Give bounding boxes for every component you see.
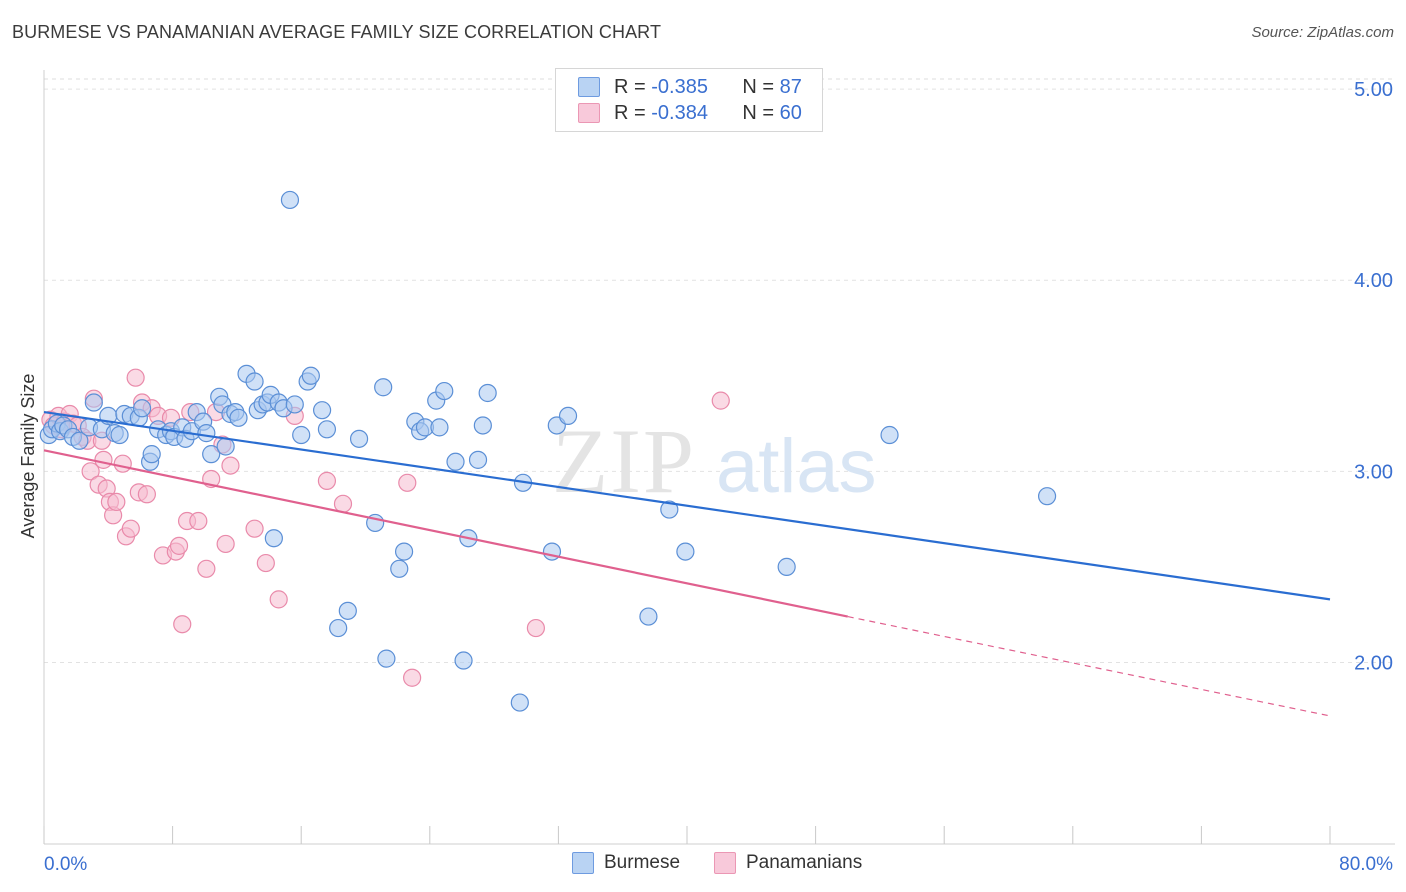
burmese-point bbox=[676, 542, 695, 561]
panamanian-point bbox=[398, 473, 417, 492]
legend-item-burmese: Burmese bbox=[572, 852, 680, 874]
panamanian-point bbox=[333, 494, 353, 513]
burmese-point bbox=[394, 542, 414, 561]
burmese-point bbox=[264, 529, 283, 548]
legend-item-panamanians: Panamanians bbox=[714, 852, 862, 874]
watermark-zip: ZIP bbox=[552, 410, 696, 512]
legend-row-burmese: R = -0.385 N = 87 bbox=[578, 75, 802, 99]
legend-row-panamanians: R = -0.384 N = 60 bbox=[578, 101, 802, 125]
panamanian-trendline bbox=[847, 615, 1331, 717]
burmese-point bbox=[329, 618, 348, 638]
y-tick-label: 2.00 bbox=[1354, 652, 1393, 674]
burmese-point bbox=[468, 450, 488, 469]
burmese-point bbox=[377, 649, 396, 668]
panamanian-point bbox=[137, 485, 156, 504]
burmese-point bbox=[510, 693, 529, 712]
burmese-point bbox=[435, 381, 454, 401]
burmese-point bbox=[202, 445, 221, 464]
burmese-point bbox=[285, 395, 304, 414]
x-tick-label: 0.0% bbox=[44, 854, 87, 875]
y-tick-label: 4.00 bbox=[1354, 270, 1393, 292]
burmese-point bbox=[478, 383, 497, 403]
burmese-swatch bbox=[578, 77, 600, 97]
burmese-point bbox=[229, 408, 248, 427]
panamanian-point bbox=[216, 534, 235, 554]
n-value: 60 bbox=[779, 101, 802, 124]
panamanian-point bbox=[81, 462, 100, 481]
panamanian-point bbox=[169, 536, 189, 555]
burmese-point bbox=[1037, 487, 1057, 506]
burmese-point bbox=[142, 445, 161, 464]
panamanian-point bbox=[173, 615, 192, 634]
panamanian-point bbox=[107, 492, 126, 512]
panamanian-point bbox=[245, 519, 264, 538]
burmese-point bbox=[390, 559, 409, 578]
burmese-point bbox=[216, 437, 235, 456]
panamanian-point bbox=[526, 618, 545, 638]
panamanian-trendline bbox=[43, 449, 848, 618]
panamanian-point bbox=[403, 668, 422, 687]
panamanian-point bbox=[94, 450, 113, 469]
burmese-point bbox=[473, 416, 492, 435]
burmese-point bbox=[317, 420, 337, 439]
burmese-point bbox=[338, 601, 357, 620]
n-label: N = bbox=[742, 75, 775, 98]
burmese-point bbox=[660, 500, 679, 519]
burmese-point bbox=[880, 425, 899, 445]
panamanian-point bbox=[256, 553, 275, 573]
panamanian-point bbox=[269, 590, 288, 609]
r-label: R = bbox=[614, 101, 646, 124]
burmese-point bbox=[639, 607, 658, 626]
panamanian-point bbox=[126, 368, 145, 387]
chart-title: BURMESE VS PANAMANIAN AVERAGE FAMILY SIZ… bbox=[12, 22, 662, 42]
trend-lines bbox=[43, 411, 1331, 717]
burmese-point bbox=[349, 429, 369, 448]
burmese-point bbox=[374, 378, 393, 397]
y-axis-label: Average Family Size bbox=[18, 374, 38, 539]
x-tick-label: 80.0% bbox=[1339, 854, 1393, 875]
n-label: N = bbox=[742, 101, 775, 124]
panamanian-swatch bbox=[578, 103, 600, 123]
r-value: -0.385 bbox=[651, 75, 708, 98]
tick-labels: 2.00 3.00 4.00 5.00 0.0% 80.0% bbox=[44, 79, 1393, 875]
panamanian-point bbox=[221, 456, 240, 475]
burmese-point bbox=[70, 431, 89, 450]
axes bbox=[43, 70, 1395, 845]
r-label: R = bbox=[614, 75, 646, 98]
panamanian-point bbox=[317, 471, 337, 490]
burmese-point bbox=[454, 651, 473, 670]
r-value: -0.384 bbox=[651, 101, 708, 124]
burmese-point bbox=[110, 425, 129, 445]
watermark-atlas: atlas bbox=[716, 424, 877, 509]
burmese-points bbox=[39, 190, 1057, 712]
panamanian-point bbox=[197, 559, 216, 578]
panamanian-point bbox=[113, 454, 132, 473]
panamanian-legend-label: Panamanians bbox=[746, 852, 863, 873]
burmese-point bbox=[132, 399, 152, 418]
y-tick-label: 5.00 bbox=[1354, 79, 1393, 101]
correlation-legend: R = -0.385 N = 87 R = -0.384 N = 60 bbox=[555, 68, 823, 132]
burmese-point bbox=[245, 372, 264, 391]
y-tick-label: 3.00 bbox=[1354, 461, 1393, 483]
burmese-point bbox=[558, 406, 578, 426]
burmese-point bbox=[446, 452, 465, 471]
burmese-trendline bbox=[43, 411, 1331, 601]
source-label: Source: ZipAtlas.com bbox=[1251, 24, 1394, 41]
burmese-legend-swatch bbox=[572, 852, 594, 874]
panamanian-point bbox=[121, 519, 140, 538]
burmese-point bbox=[777, 557, 796, 576]
n-value: 87 bbox=[779, 75, 802, 98]
burmese-point bbox=[312, 401, 332, 420]
burmese-point bbox=[430, 418, 449, 437]
burmese-point bbox=[84, 393, 103, 412]
burmese-legend-label: Burmese bbox=[604, 852, 681, 873]
panamanian-point bbox=[711, 391, 730, 410]
burmese-point bbox=[301, 366, 320, 385]
burmese-point bbox=[197, 424, 216, 443]
burmese-point bbox=[280, 190, 300, 210]
panamanian-legend-swatch bbox=[714, 852, 736, 874]
burmese-point bbox=[292, 425, 311, 445]
panamanian-point bbox=[189, 511, 208, 531]
